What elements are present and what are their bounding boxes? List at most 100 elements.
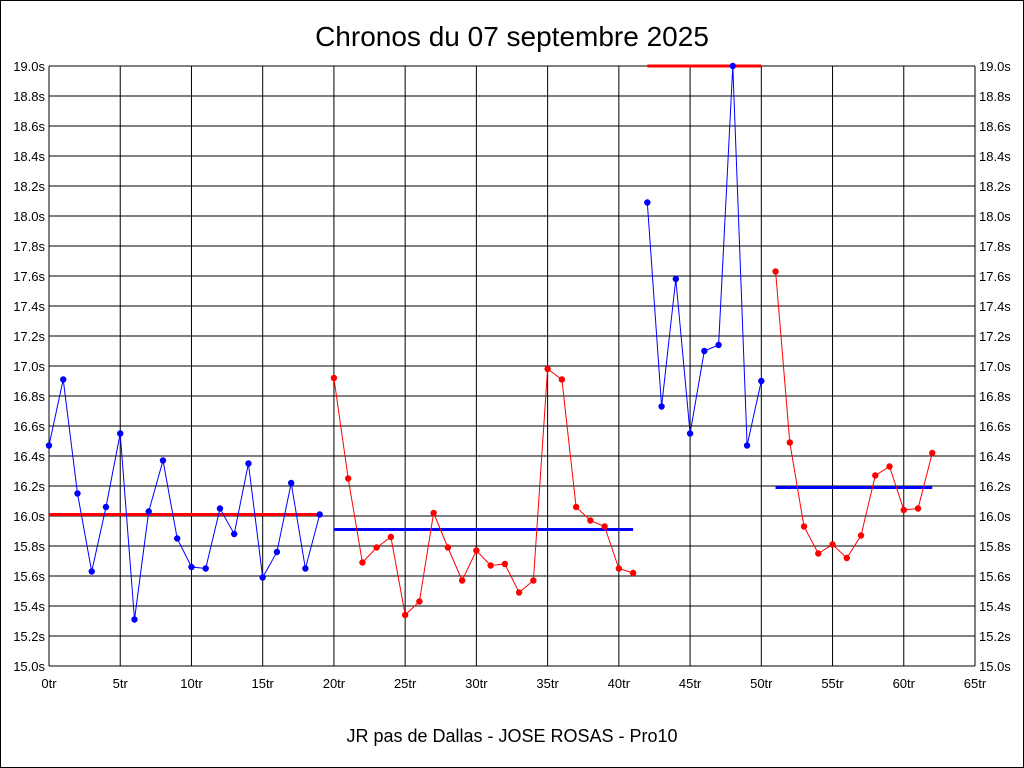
data-point	[572, 503, 580, 511]
y-tick-label-left: 18.2s	[13, 179, 45, 194]
data-point	[515, 589, 523, 596]
x-tick-label: 55tr	[821, 676, 844, 691]
data-point	[373, 544, 380, 551]
series-line-4	[775, 271, 933, 559]
chart-title: Chronos du 07 septembre 2025	[315, 21, 709, 52]
y-tick-label-right: 19.0s	[979, 59, 1011, 74]
y-tick-label-right: 18.0s	[979, 209, 1011, 224]
data-point	[344, 475, 352, 482]
data-point	[644, 199, 651, 206]
data-point	[843, 554, 850, 562]
y-tick-label-left: 18.0s	[13, 209, 45, 224]
y-tick-label-left: 19.0s	[13, 59, 45, 74]
data-point	[245, 460, 252, 467]
data-point	[629, 569, 637, 577]
data-point	[259, 574, 266, 581]
y-tick-label-left: 18.6s	[13, 119, 45, 134]
y-tick-label-left: 16.6s	[13, 419, 45, 434]
y-tick-label-left: 17.6s	[13, 269, 45, 284]
data-point	[501, 560, 509, 568]
x-tick-label: 35tr	[536, 676, 559, 691]
grid	[48, 65, 976, 667]
data-point	[302, 565, 309, 572]
data-point	[88, 568, 95, 575]
data-point	[886, 463, 893, 470]
data-point	[202, 565, 209, 572]
x-tick-label: 60tr	[893, 676, 916, 691]
chart-subtitle: JR pas de Dallas - JOSE ROSAS - Pro10	[346, 726, 677, 746]
data-point	[701, 347, 708, 355]
y-tick-label-left: 15.0s	[13, 659, 45, 674]
data-point	[359, 559, 366, 566]
data-point	[188, 563, 195, 571]
y-tick-label-left: 15.6s	[13, 569, 45, 584]
data-point	[231, 530, 238, 538]
data-point	[131, 616, 138, 623]
data-point	[458, 577, 466, 584]
data-point	[174, 535, 181, 542]
data-point	[914, 505, 922, 512]
y-tick-label-right: 15.0s	[979, 659, 1011, 674]
x-tick-label: 45tr	[679, 676, 702, 691]
x-tick-label: 40tr	[608, 676, 631, 691]
x-tick-label: 25tr	[394, 676, 417, 691]
x-tick-label: 0tr	[41, 676, 57, 691]
data-point	[430, 509, 437, 517]
y-tick-label-right: 17.4s	[979, 299, 1011, 314]
data-point	[686, 430, 694, 437]
data-point	[772, 268, 779, 275]
data-point	[401, 611, 409, 619]
y-tick-label-right: 17.2s	[979, 329, 1011, 344]
y-tick-label-right: 16.4s	[979, 449, 1011, 464]
data-point	[729, 62, 737, 70]
data-point	[316, 511, 323, 518]
data-point	[815, 550, 822, 557]
x-tick-label: 10tr	[180, 676, 203, 691]
data-point	[330, 374, 338, 382]
y-tick-label-left: 17.4s	[13, 299, 45, 314]
data-point	[715, 341, 722, 349]
y-tick-label-right: 15.8s	[979, 539, 1011, 554]
data-point	[117, 430, 124, 437]
data-point	[929, 449, 936, 457]
y-tick-label-left: 15.8s	[13, 539, 45, 554]
data-point	[145, 508, 152, 515]
data-point	[530, 577, 537, 584]
data-point	[786, 439, 793, 446]
data-point	[857, 532, 865, 539]
series-line-1	[48, 379, 321, 620]
data-point	[601, 523, 608, 530]
y-tick-label-right: 16.6s	[979, 419, 1011, 434]
data-point	[473, 547, 480, 554]
y-tick-label-left: 16.4s	[13, 449, 45, 464]
data-point	[102, 503, 110, 511]
data-point	[558, 376, 566, 383]
data-point	[159, 457, 167, 464]
y-tick-label-left: 18.8s	[13, 89, 45, 104]
y-tick-label-left: 17.2s	[13, 329, 45, 344]
mean-lines	[49, 64, 933, 531]
y-tick-label-right: 17.0s	[979, 359, 1011, 374]
x-tick-label: 65tr	[964, 676, 987, 691]
y-tick-label-right: 18.8s	[979, 89, 1011, 104]
y-tick-label-left: 18.4s	[13, 149, 45, 164]
y-tick-label-left: 16.8s	[13, 389, 45, 404]
data-point	[743, 442, 751, 449]
data-point	[758, 377, 765, 385]
data-point	[287, 479, 295, 487]
y-tick-label-right: 18.4s	[979, 149, 1011, 164]
data-point	[487, 562, 494, 569]
y-tick-label-left: 15.4s	[13, 599, 45, 614]
data-point	[387, 533, 395, 541]
data-point	[900, 506, 907, 514]
y-tick-label-right: 15.4s	[979, 599, 1011, 614]
y-tick-label-right: 15.6s	[979, 569, 1011, 584]
x-tick-label: 30tr	[465, 676, 488, 691]
data-point	[800, 523, 808, 530]
data-point	[587, 517, 594, 524]
data-point	[60, 376, 67, 383]
data-point	[74, 490, 81, 497]
y-tick-label-right: 16.0s	[979, 509, 1011, 524]
y-tick-label-left: 16.2s	[13, 479, 45, 494]
